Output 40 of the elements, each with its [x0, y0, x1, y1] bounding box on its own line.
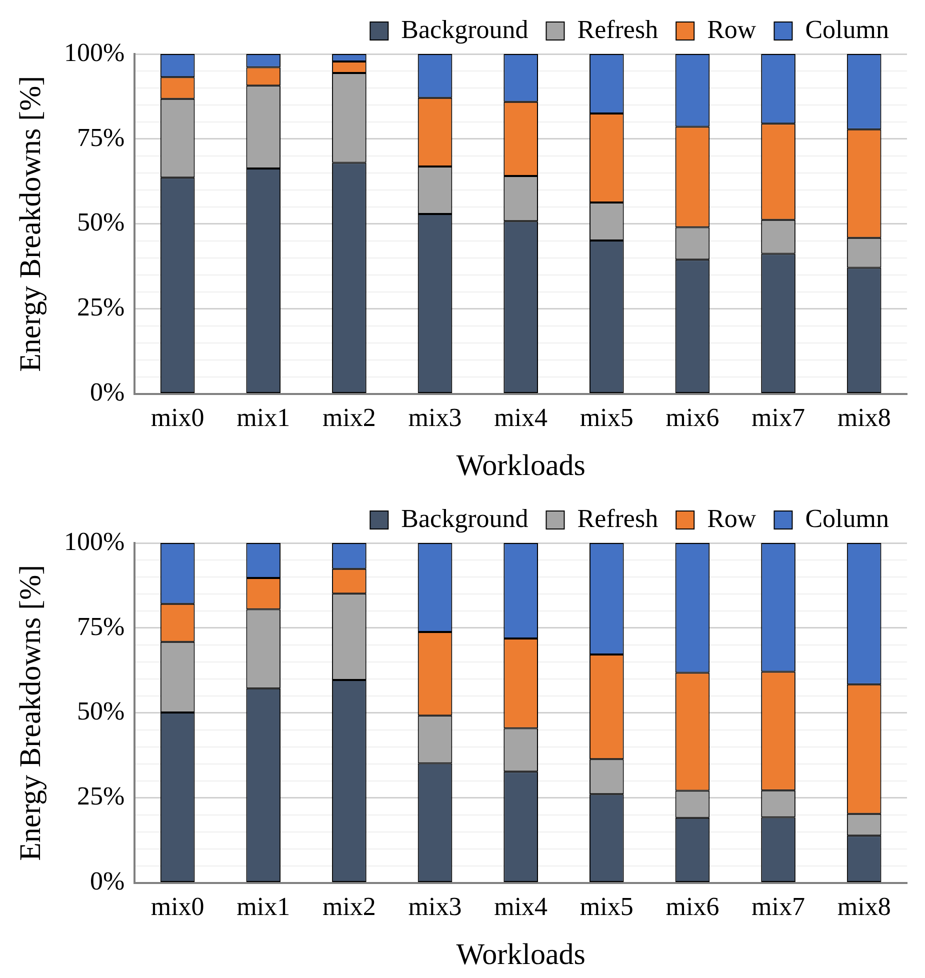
x-tick-label: mix4: [494, 403, 548, 432]
x-tick-label: mix6: [666, 403, 720, 432]
y-tick-label: 100%: [64, 38, 125, 67]
x-tick-label: mix0: [150, 892, 204, 922]
legend-label: Refresh: [577, 504, 658, 533]
x-tick-label: mix8: [837, 892, 891, 922]
y-axis-title: Energy Breakdowns [%]: [14, 76, 47, 372]
x-tick-label: mix2: [322, 403, 376, 432]
x-axis-title: Workloads: [456, 938, 586, 971]
x-tick-label: mix6: [666, 892, 720, 922]
y-tick-label: 0%: [90, 378, 125, 407]
x-tick-label: mix0: [150, 403, 204, 432]
x-axis-title: Workloads: [456, 448, 586, 482]
x-tick-label: mix1: [236, 892, 290, 922]
x-tick-label: mix8: [837, 403, 891, 432]
y-tick-label: 75%: [76, 612, 125, 641]
y-axis-title: Energy Breakdowns [%]: [14, 564, 47, 861]
y-tick-label: 100%: [64, 526, 125, 556]
legend-label: Column: [805, 504, 890, 533]
y-tick-label: 50%: [76, 696, 125, 726]
y-tick-label: 25%: [76, 782, 125, 811]
legend-label: Column: [805, 14, 890, 44]
legend-label: Row: [707, 504, 756, 533]
legend-label: Background: [401, 14, 528, 44]
legend-label: Background: [401, 504, 528, 533]
y-tick-label: 50%: [76, 208, 125, 237]
x-tick-label: mix5: [580, 892, 634, 922]
y-tick-label: 75%: [76, 122, 125, 152]
y-tick-label: 25%: [76, 292, 125, 322]
x-tick-label: mix1: [236, 403, 290, 432]
x-tick-label: mix3: [408, 892, 462, 922]
x-tick-label: mix2: [322, 892, 376, 922]
y-tick-label: 0%: [90, 866, 125, 896]
x-tick-label: mix7: [752, 403, 806, 432]
x-tick-label: mix5: [580, 403, 634, 432]
x-tick-label: mix3: [408, 403, 462, 432]
legend-label: Row: [707, 14, 756, 44]
x-tick-label: mix7: [752, 892, 806, 922]
legend-label: Refresh: [577, 14, 658, 44]
x-tick-label: mix4: [494, 892, 548, 922]
